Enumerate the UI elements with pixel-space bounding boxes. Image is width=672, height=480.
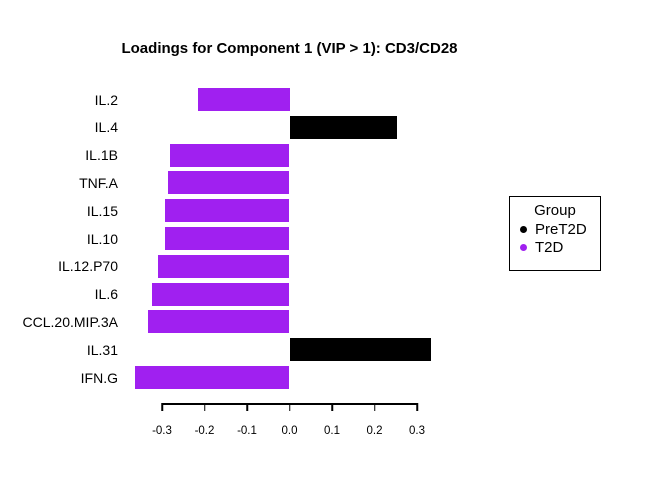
- x-axis-tick-label: 0.0: [281, 425, 298, 437]
- bar-ifn-g: [134, 366, 290, 389]
- y-axis-label: IL.15: [86, 202, 118, 219]
- legend-title: Group: [534, 202, 576, 219]
- pret2d-dot-icon: [520, 225, 527, 233]
- x-axis-tick: [161, 403, 163, 411]
- bar-il-10: [164, 227, 290, 250]
- y-axis-label: IL.4: [94, 119, 118, 136]
- bar-il-1b: [170, 143, 290, 167]
- legend-item-label: T2D: [535, 238, 564, 256]
- bar-il-2: [198, 88, 290, 111]
- bar-il-12-p70: [158, 254, 290, 278]
- chart-title: Loadings for Component 1 (VIP > 1): CD3/…: [121, 40, 458, 57]
- legend-item-pret2d: PreT2D: [520, 220, 600, 238]
- x-axis-tick: [416, 403, 418, 411]
- x-axis-tick-label: 0.2: [366, 425, 383, 437]
- x-axis-tick: [331, 403, 333, 411]
- x-axis-tick-label: -0.3: [152, 425, 172, 437]
- x-axis-tick: [373, 403, 376, 411]
- y-axis-label: CCL.20.MIP.3A: [22, 313, 118, 330]
- legend-item-label: PreT2D: [535, 220, 587, 238]
- bar-il-31: [289, 338, 432, 362]
- y-axis-label: IL.1B: [85, 147, 118, 164]
- bar-il-4: [289, 115, 398, 139]
- bar-ccl-20-mip-3a: [147, 310, 290, 334]
- legend-item-t2d: T2D: [520, 238, 600, 256]
- y-axis-label: IL.2: [94, 91, 118, 108]
- bar-il-15: [164, 199, 290, 223]
- x-axis-tick: [203, 403, 206, 411]
- bar-il-6: [151, 282, 290, 306]
- y-axis-label: TNF.A: [79, 174, 118, 191]
- x-axis-tick-label: 0.3: [409, 425, 425, 437]
- x-axis-tick: [246, 403, 248, 411]
- legend: Group PreT2D T2D: [509, 196, 601, 271]
- x-axis-tick: [288, 403, 291, 411]
- t2d-dot-icon: [520, 243, 527, 251]
- x-axis-tick-label: -0.2: [194, 425, 215, 437]
- bar-tnf-a: [167, 171, 290, 195]
- y-axis-label: IL.31: [86, 341, 118, 358]
- y-axis-label: IL.6: [94, 286, 118, 303]
- x-axis-tick-label: -0.1: [237, 425, 257, 437]
- y-axis-label: IL.10: [86, 230, 118, 247]
- y-axis-label: IL.12.P70: [58, 258, 118, 275]
- y-axis-label: IFN.G: [80, 369, 118, 386]
- x-axis-tick-label: 0.1: [324, 425, 340, 437]
